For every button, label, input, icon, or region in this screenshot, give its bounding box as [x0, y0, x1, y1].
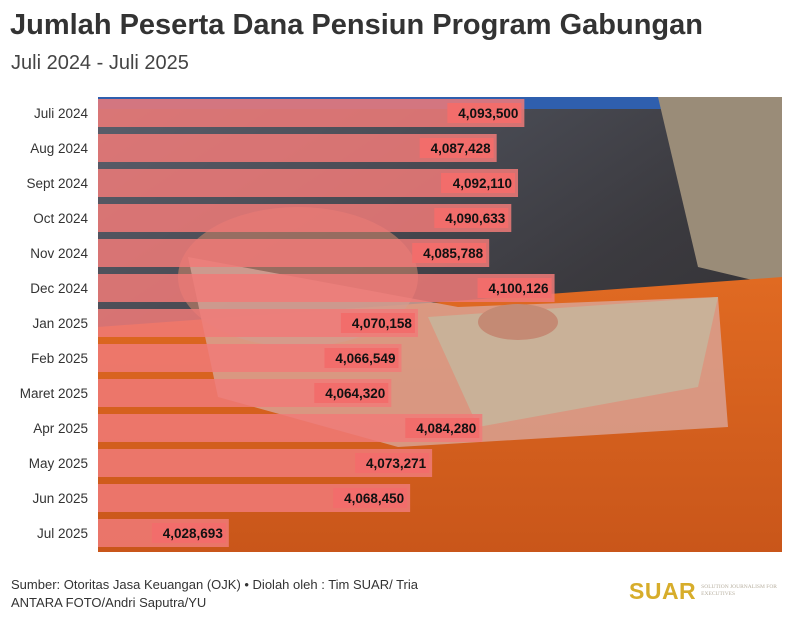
- category-label: Jun 2025: [32, 491, 88, 506]
- value-label-bg: [333, 488, 408, 508]
- photo-credit: ANTARA FOTO/Andri Saputra/YU: [11, 595, 207, 610]
- value-label: 4,093,500: [458, 106, 518, 121]
- value-label-bg: [340, 313, 415, 333]
- value-label-bg: [447, 103, 522, 123]
- category-label: Maret 2025: [20, 386, 88, 401]
- value-label: 4,100,126: [489, 281, 550, 296]
- value-label-bg: [324, 348, 399, 368]
- value-label-bg: [151, 523, 226, 543]
- chart-subtitle: Juli 2024 - Juli 2025: [11, 52, 189, 74]
- value-label-bg: [419, 138, 494, 158]
- source-note: Sumber: Otoritas Jasa Keuangan (OJK) • D…: [11, 576, 418, 612]
- value-label-bg: [314, 383, 389, 403]
- value-label: 4,028,693: [163, 526, 224, 541]
- value-label-bg: [412, 243, 487, 263]
- category-label: Oct 2024: [33, 211, 88, 226]
- value-label: 4,073,271: [366, 456, 427, 471]
- category-label: Feb 2025: [31, 351, 88, 366]
- value-label: 4,090,633: [445, 211, 506, 226]
- logo-tagline: SOLUTION JOURNALISM FOR EXECUTIVES: [701, 584, 777, 597]
- suar-logo: SUAR SOLUTION JOURNALISM FOR EXECUTIVES: [629, 578, 781, 604]
- value-label: 4,085,788: [423, 246, 484, 261]
- value-label: 4,087,428: [431, 141, 492, 156]
- source-line: Sumber: Otoritas Jasa Keuangan (OJK) • D…: [11, 577, 418, 592]
- category-label: Nov 2024: [30, 246, 88, 261]
- value-label-bg: [434, 208, 509, 228]
- category-label: Juli 2024: [34, 106, 89, 121]
- category-label: Apr 2025: [33, 421, 88, 436]
- value-label-bg: [441, 173, 516, 193]
- logo-wordmark: SUAR: [629, 577, 697, 604]
- value-label: 4,064,320: [325, 386, 385, 401]
- category-label: Dec 2024: [30, 281, 88, 296]
- value-label: 4,070,158: [352, 316, 413, 331]
- category-label: Sept 2024: [26, 176, 88, 191]
- value-label-bg: [405, 418, 480, 438]
- value-label: 4,068,450: [344, 491, 404, 506]
- chart-title: Jumlah Peserta Dana Pensiun Program Gabu…: [10, 9, 703, 41]
- category-label: May 2025: [29, 456, 88, 471]
- category-label: Jan 2025: [32, 316, 88, 331]
- value-label-bg: [477, 278, 552, 298]
- category-label: Jul 2025: [37, 526, 88, 541]
- category-label: Aug 2024: [30, 141, 88, 156]
- value-label-bg: [355, 453, 430, 473]
- value-label: 4,084,280: [416, 421, 476, 436]
- value-label: 4,066,549: [335, 351, 395, 366]
- value-label: 4,092,110: [453, 176, 512, 191]
